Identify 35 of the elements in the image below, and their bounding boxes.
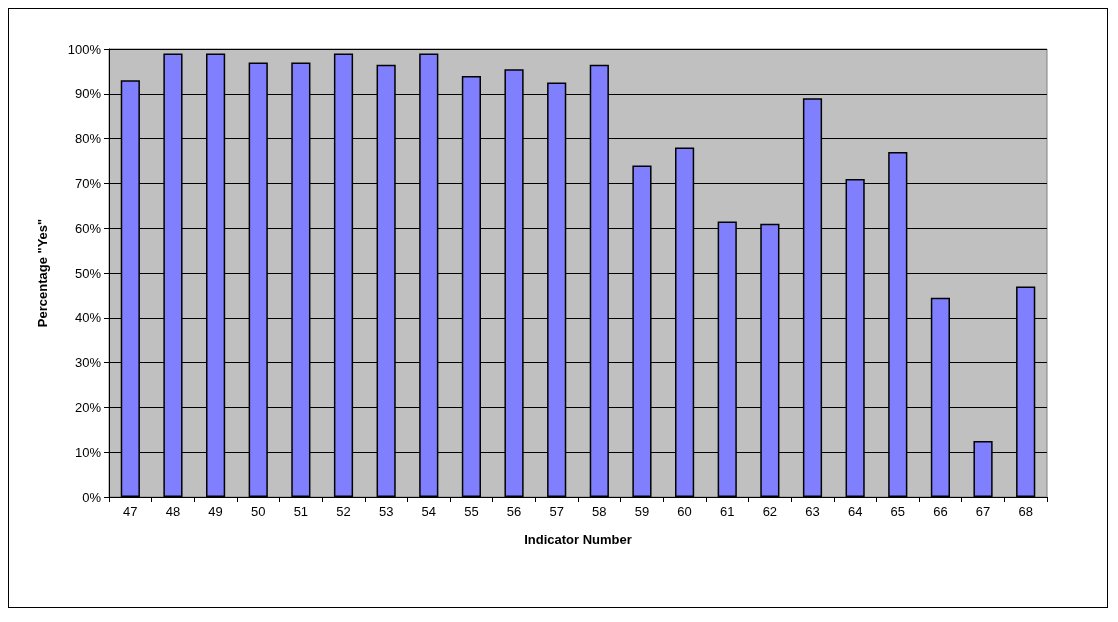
x-tick-label: 56 — [506, 504, 522, 519]
y-tick-label: 30% — [74, 355, 102, 371]
y-tick-label: 100% — [67, 41, 102, 57]
y-tick-label: 90% — [74, 86, 102, 102]
x-tick-label: 51 — [293, 504, 309, 519]
x-tick-label: 60 — [677, 504, 692, 519]
x-tick-label: 50 — [250, 504, 266, 519]
y-tick-label: 60% — [74, 220, 102, 236]
x-tick-label: 61 — [719, 504, 735, 519]
y-tick-label: 0% — [82, 489, 102, 505]
y-tick-label: 80% — [74, 131, 102, 147]
x-tick-label: 48 — [165, 504, 181, 519]
y-axis-title: Percentage "Yes" — [35, 218, 50, 328]
x-tick-label: 67 — [975, 504, 991, 519]
x-tick-label: 59 — [634, 504, 650, 519]
x-tick-label: 65 — [890, 504, 906, 519]
x-tick-label: 57 — [549, 504, 564, 519]
y-tick-label: 70% — [74, 175, 102, 191]
y-tick-label: 20% — [74, 399, 102, 415]
x-tick-label: 49 — [208, 504, 223, 519]
x-tick-label: 63 — [805, 504, 820, 519]
x-tick-label: 58 — [592, 504, 607, 519]
x-tick-label: 66 — [933, 504, 948, 519]
x-tick-label: 64 — [847, 504, 863, 519]
y-tick-label: 10% — [74, 444, 102, 460]
x-tick-label: 53 — [378, 504, 394, 519]
y-tick-label: 50% — [74, 265, 102, 281]
x-axis-title: Indicator Number — [524, 532, 632, 547]
x-tick-label: 52 — [336, 504, 351, 519]
x-tick-label: 47 — [123, 504, 138, 519]
x-tick-label: 68 — [1018, 504, 1033, 519]
x-tick-label: 54 — [421, 504, 437, 519]
y-tick-label: 40% — [74, 310, 102, 326]
x-tick-label: 55 — [464, 504, 479, 519]
x-tick-label: 62 — [762, 504, 778, 519]
